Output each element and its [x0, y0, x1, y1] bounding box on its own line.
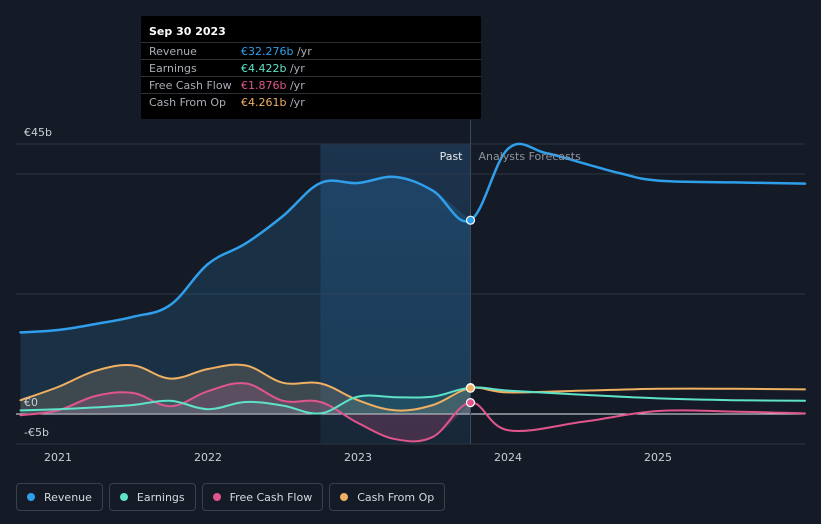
x-tick-label: 2025 — [644, 451, 672, 464]
legend-label: Cash From Op — [357, 490, 435, 504]
legend-label: Revenue — [44, 490, 92, 504]
legend: Revenue Earnings Free Cash Flow Cash Fro… — [16, 483, 446, 511]
tooltip-unit: /yr — [293, 45, 312, 58]
legend-label: Earnings — [136, 490, 185, 504]
area-revenue — [20, 176, 471, 414]
legend-item-free-cash-flow[interactable]: Free Cash Flow — [201, 483, 324, 511]
tooltip-date: Sep 30 2023 — [149, 25, 226, 38]
tooltip-value: €1.876b /yr — [241, 79, 305, 92]
legend-dot-icon — [27, 493, 35, 501]
tooltip-number: €4.422b — [241, 62, 287, 75]
tooltip-label: Revenue — [149, 45, 197, 58]
legend-label: Free Cash Flow — [229, 490, 313, 504]
marker-free-cash-flow — [465, 398, 476, 408]
tooltip: Sep 30 2023 Revenue €32.276b /yr Earning… — [141, 16, 481, 119]
tooltip-number: €1.876b — [241, 79, 287, 92]
legend-item-earnings[interactable]: Earnings — [108, 483, 196, 511]
area-cash-from-op — [20, 364, 471, 414]
tooltip-unit: /yr — [286, 62, 305, 75]
tooltip-unit: /yr — [286, 79, 305, 92]
past-label: Past — [440, 150, 464, 163]
series-line-cash-from-op — [19, 363, 806, 412]
x-tick-label: 2022 — [194, 451, 222, 464]
y-tick-label: €0 — [24, 396, 38, 409]
tooltip-row-earnings: Earnings €4.422b /yr — [141, 59, 481, 77]
tooltip-value: €4.422b /yr — [241, 62, 305, 75]
tooltip-label: Earnings — [149, 62, 197, 75]
area-free-cash-flow — [20, 383, 471, 442]
series-line-earnings — [19, 386, 806, 415]
tooltip-label: Cash From Op — [149, 96, 227, 109]
x-tick-label: 2024 — [494, 451, 522, 464]
legend-item-cash-from-op[interactable]: Cash From Op — [329, 483, 446, 511]
tooltip-unit: /yr — [286, 96, 305, 109]
marker-revenue — [465, 215, 476, 225]
legend-dot-icon — [340, 493, 349, 501]
tooltip-row-cfo: Cash From Op €4.261b /yr — [141, 93, 481, 111]
y-tick-label: -€5b — [24, 426, 49, 439]
legend-item-revenue[interactable]: Revenue — [16, 483, 103, 511]
tooltip-label: Free Cash Flow — [149, 79, 232, 92]
tooltip-value: €32.276b /yr — [241, 45, 312, 58]
series-line-free-cash-flow — [19, 382, 806, 443]
legend-dot-icon — [212, 493, 221, 501]
marker-cash-from-op — [465, 383, 476, 393]
x-tick-label: 2023 — [344, 451, 372, 464]
forecast-label: Analysts Forecasts — [479, 150, 582, 163]
y-tick-label: €45b — [24, 126, 52, 139]
tooltip-row-revenue: Revenue €32.276b /yr — [141, 42, 481, 60]
tooltip-number: €32.276b — [241, 45, 294, 58]
tooltip-row-fcf: Free Cash Flow €1.876b /yr — [141, 76, 481, 94]
series-line-revenue — [19, 142, 807, 334]
tooltip-value: €4.261b /yr — [241, 96, 305, 109]
area-earnings — [20, 387, 471, 414]
legend-dot-icon — [119, 493, 128, 501]
x-tick-label: 2021 — [44, 451, 72, 464]
tooltip-number: €4.261b — [241, 96, 287, 109]
